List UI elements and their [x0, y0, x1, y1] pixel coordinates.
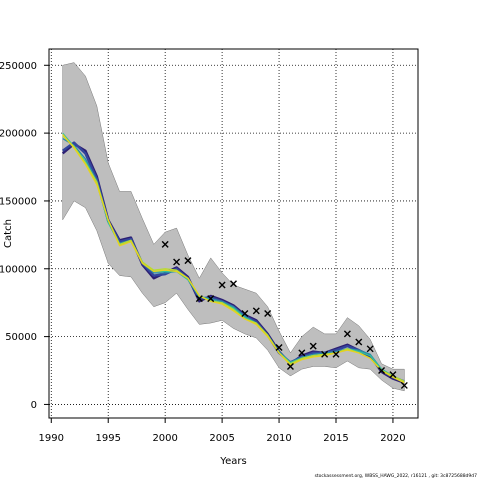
- observation-stroke: [332, 350, 340, 358]
- observation-point: [321, 350, 329, 358]
- observation-point: [173, 258, 181, 266]
- y-tick-label: 200000: [0, 129, 37, 140]
- observation-stroke: [400, 381, 408, 389]
- observation-stroke: [195, 295, 203, 303]
- observation-point: [389, 371, 397, 379]
- observation-point: [355, 338, 363, 346]
- observation-point: [378, 367, 386, 375]
- plot-frame: [48, 48, 419, 419]
- observation-stroke: [321, 350, 329, 358]
- observation-stroke: [161, 240, 169, 248]
- observation-point: [241, 310, 249, 318]
- observation-point: [230, 280, 237, 288]
- observation-stroke: [378, 367, 386, 375]
- observation-point: [366, 345, 374, 353]
- observation-point: [400, 381, 408, 389]
- observation-stroke: [275, 343, 283, 351]
- observation-stroke: [241, 310, 249, 318]
- x-tick-label: 2000: [152, 433, 177, 444]
- x-tick-label: 2020: [380, 433, 405, 444]
- observation-point: [218, 281, 226, 289]
- observation-points: [161, 240, 408, 389]
- observation-stroke: [184, 257, 192, 265]
- observation-point: [298, 349, 306, 357]
- observation-stroke: [298, 349, 306, 357]
- observation-stroke: [286, 362, 294, 370]
- observation-stroke: [343, 330, 351, 338]
- observation-point: [195, 295, 203, 303]
- observation-point: [161, 240, 169, 248]
- observation-stroke: [173, 258, 181, 266]
- x-tick-label: 1995: [95, 433, 120, 444]
- observation-point: [275, 343, 283, 351]
- x-axis: 1990 1995 2000 2005 2010 2015 2020: [39, 418, 406, 444]
- series-lines: [61, 132, 405, 384]
- observation-point: [207, 295, 215, 303]
- observation-stroke: [366, 345, 374, 353]
- observation-stroke: [207, 295, 215, 303]
- y-tick-label: 250000: [0, 61, 37, 72]
- observation-point: [332, 350, 340, 358]
- observation-stroke: [264, 310, 272, 318]
- x-axis-title: Years: [219, 456, 246, 467]
- x-tick-label: 2005: [209, 433, 234, 444]
- observation-stroke: [218, 281, 226, 289]
- y-tick-label: 100000: [0, 264, 37, 275]
- y-axis: 0 50000 100000 150000 200000 250000: [0, 61, 49, 411]
- x-tick-label: 2010: [266, 433, 291, 444]
- y-axis-title: Catch: [3, 219, 14, 248]
- footer-source-text: stockassessment.org, WBSS_HAWG_2022, r16…: [314, 474, 477, 479]
- series-line: [62, 134, 405, 384]
- observation-stroke: [309, 342, 317, 350]
- x-tick-label: 2015: [323, 433, 348, 444]
- observation-point: [252, 307, 260, 315]
- y-tick-label: 0: [31, 400, 37, 411]
- observation-stroke: [389, 371, 397, 379]
- observation-point: [286, 362, 294, 370]
- y-tick-label: 50000: [5, 332, 37, 343]
- x-tick-label: 1990: [39, 433, 64, 444]
- observation-point: [343, 330, 351, 338]
- observation-stroke: [230, 280, 237, 288]
- observation-point: [264, 310, 272, 318]
- observation-stroke: [252, 307, 260, 315]
- observation-point: [184, 257, 192, 265]
- observation-stroke: [355, 338, 363, 346]
- y-tick-label: 150000: [0, 196, 37, 207]
- observation-point: [309, 342, 317, 350]
